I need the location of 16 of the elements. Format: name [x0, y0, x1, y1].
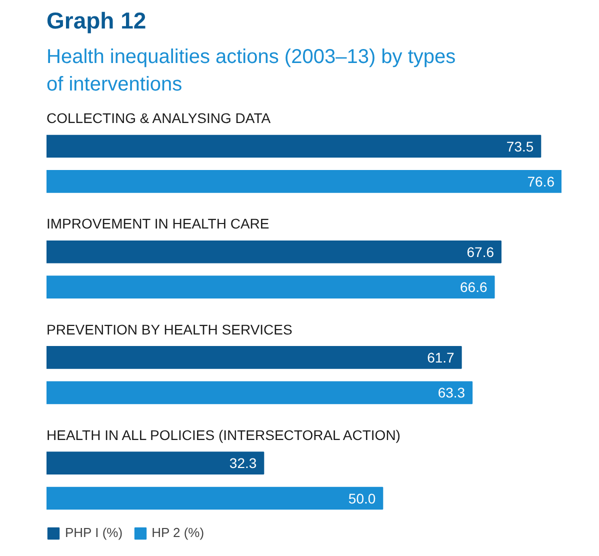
- data-label: 32.3: [229, 455, 257, 472]
- legend-label: PHP I (%): [65, 525, 123, 540]
- data-label: 50.0: [348, 490, 376, 506]
- data-label: 67.6: [466, 244, 494, 260]
- y-tick-label: HEALTH IN ALL POLICIES (INTERSECTORAL ACTION): [46, 426, 400, 443]
- y-tick-label: PREVENTION BY HEALTH SERVICES: [46, 321, 292, 338]
- data-label: 61.7: [427, 349, 455, 366]
- chart-title: Graph 12: [46, 8, 146, 34]
- data-label: 63.3: [438, 384, 466, 401]
- y-tick-label: COLLECTING & ANALYSING DATA: [46, 110, 272, 126]
- data-label: 73.5: [506, 138, 534, 154]
- data-label: 76.6: [527, 173, 555, 190]
- y-tick-label: IMPROVEMENT IN HEALTH CARE: [46, 216, 270, 232]
- chart-subtitle: Health inequalities actions (2003–13) by types of interventions: [46, 46, 456, 96]
- data-label: 66.6: [460, 279, 488, 296]
- legend-label: HP 2 (%): [152, 525, 204, 540]
